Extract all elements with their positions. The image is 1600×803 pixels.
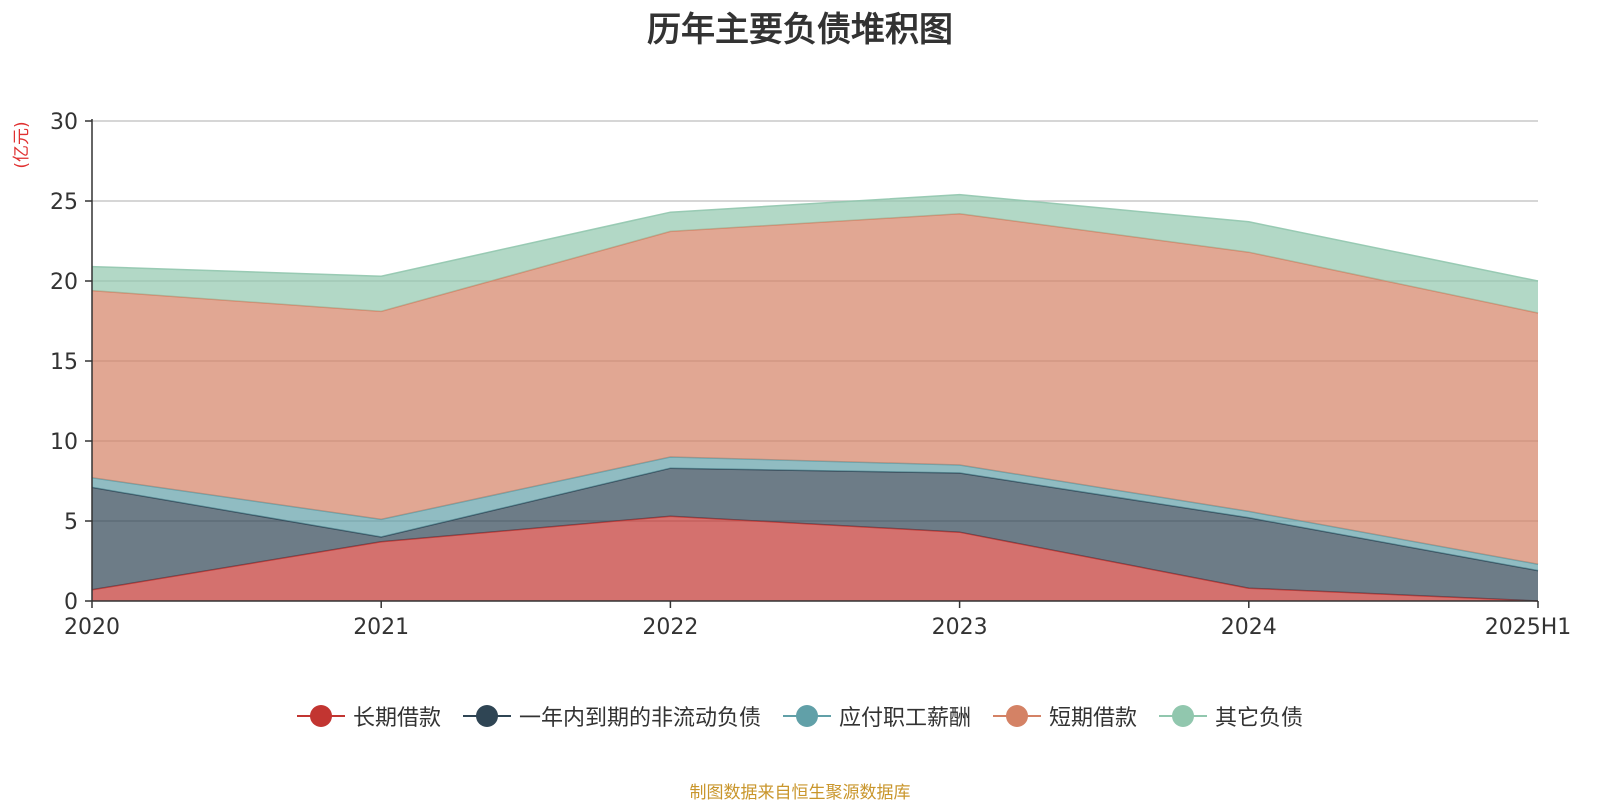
y-tick-label: 0: [64, 590, 78, 615]
legend-marker-icon: [782, 704, 831, 728]
legend-item[interactable]: 短期借款: [993, 700, 1137, 732]
series-line-4: [91, 193, 1539, 282]
y-tick-label: 15: [50, 350, 78, 375]
area-series-1: [92, 468, 1538, 601]
y-tick-label: 5: [64, 510, 78, 535]
axes: 0 5 10 15 20 25 30 2020 2021 2022 2023 2024 2025H1: [50, 110, 1571, 640]
x-tick-label: 2025H1: [1485, 615, 1572, 640]
legend-label: 一年内到期的非流动负债: [518, 706, 761, 731]
y-tick-label: 25: [50, 190, 78, 215]
legend-marker-icon: [462, 704, 511, 728]
y-axis-unit-label: (亿元): [12, 121, 32, 168]
area-series-3: [92, 213, 1538, 565]
legend-label: 应付职工薪酬: [838, 706, 971, 731]
x-tick-label: 2022: [642, 615, 698, 640]
legend-item[interactable]: 一年内到期的非流动负债: [462, 700, 761, 732]
legend-item[interactable]: 应付职工薪酬: [782, 700, 971, 732]
legend-label: 其它负债: [1215, 706, 1304, 731]
y-tick-label: 20: [50, 270, 78, 295]
area-series-4: [92, 194, 1538, 313]
legend-marker-icon: [993, 704, 1041, 728]
legend: 长期借款 一年内到期的非流动负债 应付职工薪酬 短期借款 其它负债: [0, 700, 1600, 732]
x-tick-label: 2024: [1221, 615, 1277, 640]
source-note: 制图数据来自恒生聚源数据库: [689, 783, 911, 803]
area-series: [91, 193, 1539, 602]
legend-marker-icon: [296, 704, 345, 728]
legend-marker-icon: [1159, 704, 1208, 728]
x-tick-label: 2023: [932, 615, 988, 640]
legend-item[interactable]: 长期借款: [296, 700, 441, 732]
chart-title: 历年主要负债堆积图: [647, 10, 953, 50]
y-tick-label: 10: [50, 430, 78, 455]
x-tick-label: 2021: [353, 615, 409, 640]
area-series-2: [92, 457, 1538, 571]
legend-label: 长期借款: [352, 706, 441, 731]
legend-label: 短期借款: [1049, 706, 1138, 731]
y-tick-label: 30: [50, 110, 78, 135]
legend-item[interactable]: 其它负债: [1159, 700, 1303, 732]
area-series-0: [92, 516, 1538, 601]
x-tick-label: 2020: [64, 615, 120, 640]
